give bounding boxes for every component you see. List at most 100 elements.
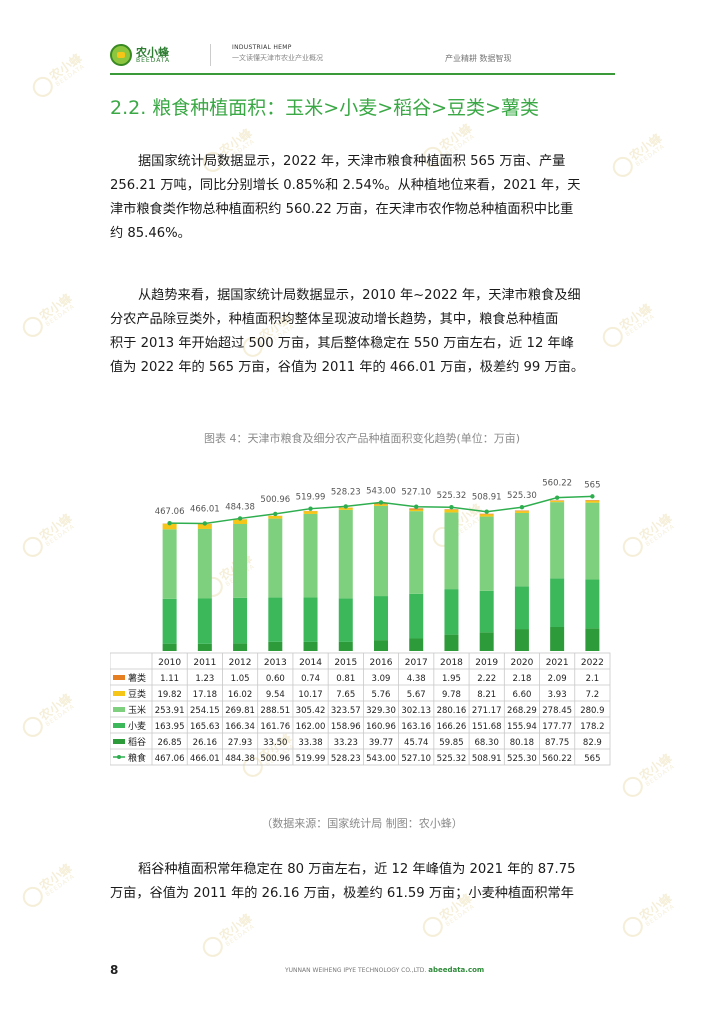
bar-segment xyxy=(550,501,565,503)
beedata-logo: 农小蜂 BEEDATA xyxy=(110,44,190,68)
legend-label: 粮食 xyxy=(128,752,146,764)
bar-segment xyxy=(197,524,212,529)
table-cell: 7.65 xyxy=(336,690,355,700)
para3-line: 万亩，谷值为 2011 年的 26.16 万亩，极差约 61.59 万亩；小麦种… xyxy=(110,886,574,901)
table-cell: 68.30 xyxy=(475,738,499,748)
data-label: 560.22 xyxy=(542,479,572,489)
table-cell: 17.18 xyxy=(193,690,217,700)
bar-segment xyxy=(162,598,177,644)
bar-segment xyxy=(374,505,388,597)
footer-site: abeedata.com xyxy=(428,966,485,974)
table-cell: 1.05 xyxy=(231,674,250,684)
table-cell: 33.23 xyxy=(334,738,358,748)
table-cell: 5.67 xyxy=(407,690,426,700)
table-cell: 323.57 xyxy=(331,706,361,716)
legend-swatch-icon xyxy=(113,723,125,728)
table-cell: 19.82 xyxy=(157,690,181,700)
table-cell: 3.09 xyxy=(372,674,391,684)
data-label: 500.96 xyxy=(260,495,290,505)
bar-segment xyxy=(550,626,565,651)
table-cell: 525.30 xyxy=(507,754,537,764)
table-cell: 9.78 xyxy=(442,690,461,700)
legend-swatch-icon xyxy=(113,707,125,712)
figure-title: 图表 4：天津市粮食及细分农产品种植面积变化趋势(单位：万亩) xyxy=(203,432,521,445)
bar-segment xyxy=(303,597,318,642)
table-cell: 80.18 xyxy=(510,738,534,748)
bar-segment xyxy=(374,640,388,651)
table-cell: 305.42 xyxy=(296,706,326,716)
table-cell: 26.16 xyxy=(193,738,217,748)
tick-label: 2012 xyxy=(229,658,252,668)
bar-segment xyxy=(233,643,248,651)
line-point xyxy=(273,511,278,517)
bar-segment xyxy=(585,500,600,503)
table-cell: 178.2 xyxy=(580,722,604,732)
paragraph-3: 稻谷种植面积常年稳定在 80 万亩左右，近 12 年峰值为 2021 年的 87… xyxy=(110,858,615,906)
bar-segment xyxy=(338,598,353,642)
table-cell: 158.96 xyxy=(331,722,361,732)
table-cell: 254.15 xyxy=(190,706,220,716)
bar-segment xyxy=(197,643,212,651)
line-point xyxy=(378,500,384,505)
table-cell: 33.38 xyxy=(298,738,322,748)
bar-segment xyxy=(479,514,494,517)
para2-line: 值为 2022 年的 565 万亩，谷值为 2011 年的 466.01 万亩，… xyxy=(110,360,585,375)
table-cell: 484.38 xyxy=(225,754,255,764)
tick-label: 2014 xyxy=(299,658,322,668)
table-cell: 177.77 xyxy=(542,722,572,732)
table-cell: 6.60 xyxy=(512,690,531,700)
para1-line: 据国家统计局数据显示，2022 年，天津市粮食种植面积 565 万亩、产量 xyxy=(138,154,566,169)
bar-segment xyxy=(514,629,529,651)
bar-segment xyxy=(444,512,459,590)
bar-segment xyxy=(514,510,529,512)
table-cell: 2.1 xyxy=(586,674,600,684)
para2-line: 分农产品除豆类外，种植面积均整体呈现波动增长趋势，其中，粮食总种植面 xyxy=(110,312,559,327)
table-cell: 519.99 xyxy=(296,754,326,764)
legend-marker-icon xyxy=(117,755,121,759)
stacked-bar-chart: 467.06 466.01 484.38 500.96 519.99 528.23 543.… xyxy=(110,479,611,766)
data-label: 466.01 xyxy=(190,504,220,514)
page-header: 农小蜂 BEEDATA INDUSTRIAL HEMP 一文读懂天津市农业产业概… xyxy=(0,0,724,80)
bar-segment xyxy=(303,511,318,514)
table-cell: 166.26 xyxy=(437,722,467,732)
line-point xyxy=(449,505,454,510)
line-point xyxy=(519,505,525,510)
table-cell: 2.09 xyxy=(548,674,567,684)
table-cell: 253.91 xyxy=(155,706,185,716)
table-cell: 82.9 xyxy=(583,738,602,748)
bar-segment xyxy=(409,593,424,639)
bar-segment xyxy=(514,512,529,587)
table-cell: 16.02 xyxy=(228,690,252,700)
table-cell: 87.75 xyxy=(545,738,569,748)
table-cell: 271.17 xyxy=(472,706,502,716)
line-point xyxy=(202,521,208,526)
line-point xyxy=(590,494,595,499)
bar-segment xyxy=(374,504,388,506)
bar-segment xyxy=(585,500,600,501)
table-cell: 160.96 xyxy=(366,722,396,732)
table-cell: 467.06 xyxy=(155,754,185,764)
table-cell: 302.13 xyxy=(401,706,431,716)
legend-label: 豆类 xyxy=(128,688,146,700)
table-cell: 9.54 xyxy=(266,690,285,700)
header-subtitle: 一文读懂天津市农业产业概况 xyxy=(232,54,323,62)
bar-segment xyxy=(374,596,388,641)
legend-swatch-icon xyxy=(113,675,125,680)
line-point xyxy=(343,504,348,509)
line-point xyxy=(308,506,313,511)
table-cell: 0.60 xyxy=(266,674,285,684)
table-cell: 165.63 xyxy=(190,722,220,732)
data-label: 467.06 xyxy=(155,507,185,517)
data-label: 527.10 xyxy=(401,488,431,498)
bar-segment xyxy=(338,641,353,651)
page-number: 8 xyxy=(110,963,119,977)
table-cell: 33.50 xyxy=(263,738,287,748)
bar-segment xyxy=(268,518,283,598)
table-cell: 525.32 xyxy=(437,754,467,764)
